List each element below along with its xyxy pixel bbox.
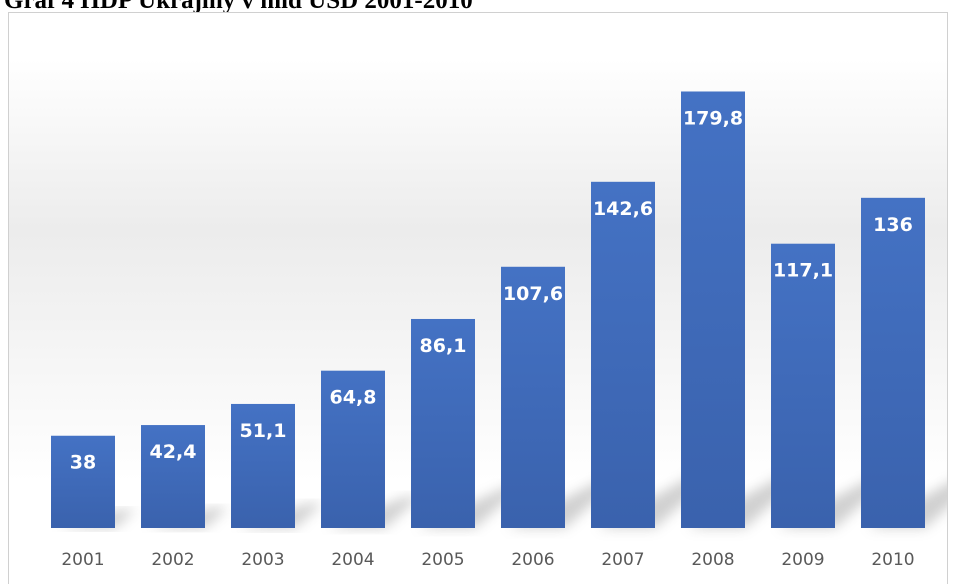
data-label-2006: 107,6	[503, 283, 563, 305]
x-tick-label-2009: 2009	[781, 550, 824, 570]
data-label-2009: 117,1	[773, 260, 833, 282]
x-tick-label-2008: 2008	[691, 550, 734, 570]
data-label-2007: 142,6	[593, 198, 653, 220]
bar-chart: 38 42,4 51,1 64,8 86,1 107,6 142,6 179,8 117,1 13…	[51, 91, 947, 570]
data-label-2002: 42,4	[150, 441, 197, 463]
data-label-2008: 179,8	[683, 107, 743, 129]
chart-title: Graf 4 HDP Ukrajiny v mld USD 2001-2010	[4, 0, 473, 14]
bar-2003	[231, 403, 295, 528]
bars	[51, 91, 925, 529]
data-label-2004: 64,8	[330, 387, 377, 409]
data-label-2001: 38	[70, 452, 96, 474]
bar-2010	[861, 197, 925, 529]
x-tick-label-2001: 2001	[61, 550, 104, 570]
x-tick-label-2004: 2004	[331, 550, 374, 570]
x-tick-label-2003: 2003	[241, 550, 284, 570]
bar-2005	[411, 318, 475, 528]
data-label-2003: 51,1	[240, 420, 287, 442]
bar-2004	[321, 370, 385, 528]
x-tick-label-2005: 2005	[421, 550, 464, 570]
bar-2006	[501, 266, 565, 528]
bar-2002	[141, 425, 205, 528]
chart-area: 38 42,4 51,1 64,8 86,1 107,6 142,6 179,8 117,1 13…	[8, 12, 948, 584]
data-label-2005: 86,1	[420, 335, 467, 357]
bar-2009	[771, 243, 835, 529]
x-tick-label-2002: 2002	[151, 550, 194, 570]
x-axis-tick-labels: 2001 2002 2003 2004 2005 2006 2007 2008 2009 2010	[61, 550, 914, 570]
x-tick-label-2010: 2010	[871, 550, 914, 570]
x-tick-label-2007: 2007	[601, 550, 644, 570]
bar-2007	[591, 181, 655, 528]
bar-2001	[51, 435, 115, 528]
data-labels: 38 42,4 51,1 64,8 86,1 107,6 142,6 179,8 117,1 13…	[70, 107, 913, 473]
bar-2008	[681, 91, 745, 528]
x-tick-label-2006: 2006	[511, 550, 554, 570]
data-label-2010: 136	[873, 214, 913, 236]
